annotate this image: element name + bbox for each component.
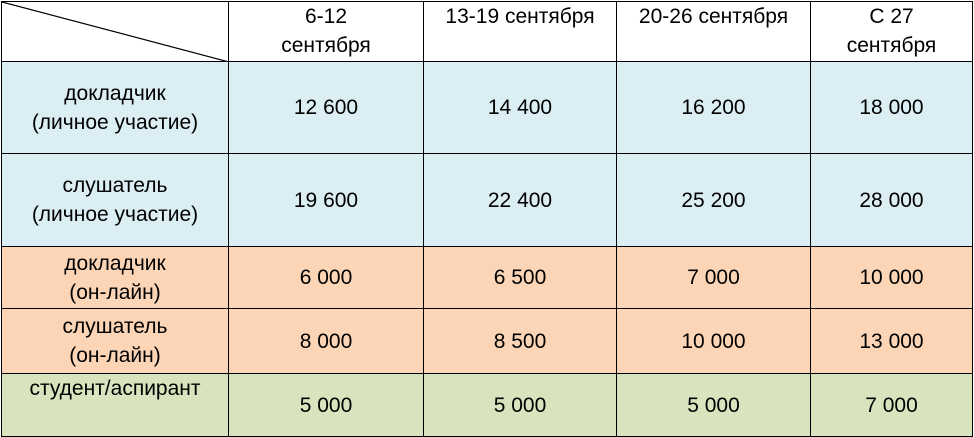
text-line: (он-лайн) <box>69 344 161 367</box>
row-label: докладчик (он-лайн) <box>1 246 229 309</box>
price-cell: 7 000 <box>810 373 973 437</box>
header-cell: 20-26 сентября <box>616 1 811 62</box>
table-row: слушатель (он-лайн) 8 000 8 500 10 000 13 000 <box>1 308 973 374</box>
price-cell: 22 400 <box>423 153 617 247</box>
text-line: слушатель <box>62 315 168 338</box>
price-cell: 13 000 <box>810 308 973 374</box>
text-line: (личное участие) <box>31 110 199 134</box>
price-cell: 7 000 <box>616 246 811 309</box>
price-cell: 8 000 <box>228 308 424 374</box>
text-line: слушатель <box>62 174 168 197</box>
text-line: (личное участие) <box>31 203 199 226</box>
price-cell: 14 400 <box>423 61 617 154</box>
row-label: слушатель (личное участие) <box>1 153 229 247</box>
text-line: докладчик <box>64 81 166 105</box>
corner-cell <box>1 1 229 62</box>
row-label: студент/аспирант <box>1 373 229 437</box>
text-line: 20-26 сентября <box>638 5 789 28</box>
text-line: 6-12 <box>304 5 348 28</box>
text-line: сентября <box>846 34 937 57</box>
text-line: 13-19 сентября <box>445 5 595 28</box>
price-cell: 5 000 <box>423 373 617 437</box>
table-row: докладчик (он-лайн) 6 000 6 500 7 000 10 000 <box>1 246 973 309</box>
price-cell: 10 000 <box>810 246 973 309</box>
text-line: (он-лайн) <box>69 280 161 304</box>
price-cell: 6 000 <box>228 246 424 309</box>
header-cell: 13-19 сентября <box>423 1 617 62</box>
price-cell: 8 500 <box>423 308 617 374</box>
price-cell: 10 000 <box>616 308 811 374</box>
price-cell: 19 600 <box>228 153 424 247</box>
price-cell: 28 000 <box>810 153 973 247</box>
header-cell: 6-12 сентября <box>228 1 424 62</box>
text-line: докладчик <box>64 251 166 275</box>
text-line: сентября <box>281 34 371 57</box>
diagonal <box>2 2 229 62</box>
table-row: слушатель (личное участие) 19 600 22 400 25 … <box>1 153 973 247</box>
text-line: студент/аспирант <box>29 377 201 400</box>
header-row: 6-12 сентября 13-19 сентября 20-26 сентября… <box>1 1 973 62</box>
row-label: докладчик (личное участие) <box>1 61 229 154</box>
table-row: докладчик (личное участие) 12 600 14 400 16 … <box>1 61 973 154</box>
price-cell: 6 500 <box>423 246 617 309</box>
row-label: слушатель (он-лайн) <box>1 308 229 374</box>
price-cell: 18 000 <box>810 61 973 154</box>
price-cell: 25 200 <box>616 153 811 247</box>
price-cell: 16 200 <box>616 61 811 154</box>
text-line: С 27 <box>869 5 914 28</box>
price-cell: 12 600 <box>228 61 424 154</box>
header-cell: С 27 сентября <box>810 1 973 62</box>
table-row: студент/аспирант 5 000 5 000 5 000 7 000 <box>1 373 973 437</box>
price-cell: 5 000 <box>228 373 424 437</box>
price-cell: 5 000 <box>616 373 811 437</box>
